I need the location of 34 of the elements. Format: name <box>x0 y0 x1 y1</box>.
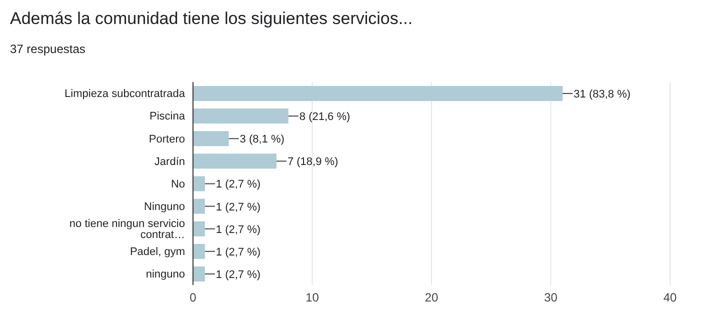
bar <box>193 108 288 124</box>
y-tick-label: Piscina <box>150 110 186 123</box>
bar <box>193 154 276 169</box>
data-label: 1 (2,7 %) <box>216 224 261 236</box>
y-tick-label: No <box>170 178 185 190</box>
bar <box>193 176 205 192</box>
y-tick-label: ninguno <box>146 268 185 281</box>
data-label: 1 (2,7 %) <box>216 201 261 214</box>
y-tick-label: Ninguno <box>144 200 185 213</box>
y-tick-label: Portero <box>148 133 185 146</box>
data-label: 8 (21,6 %) <box>299 111 350 124</box>
data-label: 7 (18,9 %) <box>287 156 338 168</box>
y-tick-label: Limpieza subcontratrada <box>64 88 186 100</box>
bar <box>193 266 205 282</box>
chart-title: Además la comunidad tiene los siguientes servicios... <box>10 9 413 29</box>
x-tick-label: 10 <box>306 290 320 305</box>
y-tick-label: Padel, gym <box>130 246 185 258</box>
x-tick-label: 40 <box>663 290 677 305</box>
data-label: 31 (83,8 %) <box>574 88 631 100</box>
x-tick-label: 30 <box>544 290 558 305</box>
data-label: 1 (2,7 %) <box>216 178 261 191</box>
data-label: 3 (8,1 %) <box>240 134 284 146</box>
bar <box>193 86 563 101</box>
bar <box>193 198 205 214</box>
data-label: 1 (2,7 %) <box>216 268 261 281</box>
bar <box>193 221 205 236</box>
x-tick-label: 0 <box>190 290 197 305</box>
y-tick-label: Jardín <box>154 156 185 168</box>
bar <box>193 131 229 146</box>
x-tick-label: 20 <box>424 290 438 305</box>
data-label: 1 (2,7 %) <box>216 246 261 258</box>
bar <box>193 244 205 259</box>
text: 37 respuestas <box>10 42 86 56</box>
y-tick-label: no tiene ningun servicio contrat… <box>69 218 185 242</box>
